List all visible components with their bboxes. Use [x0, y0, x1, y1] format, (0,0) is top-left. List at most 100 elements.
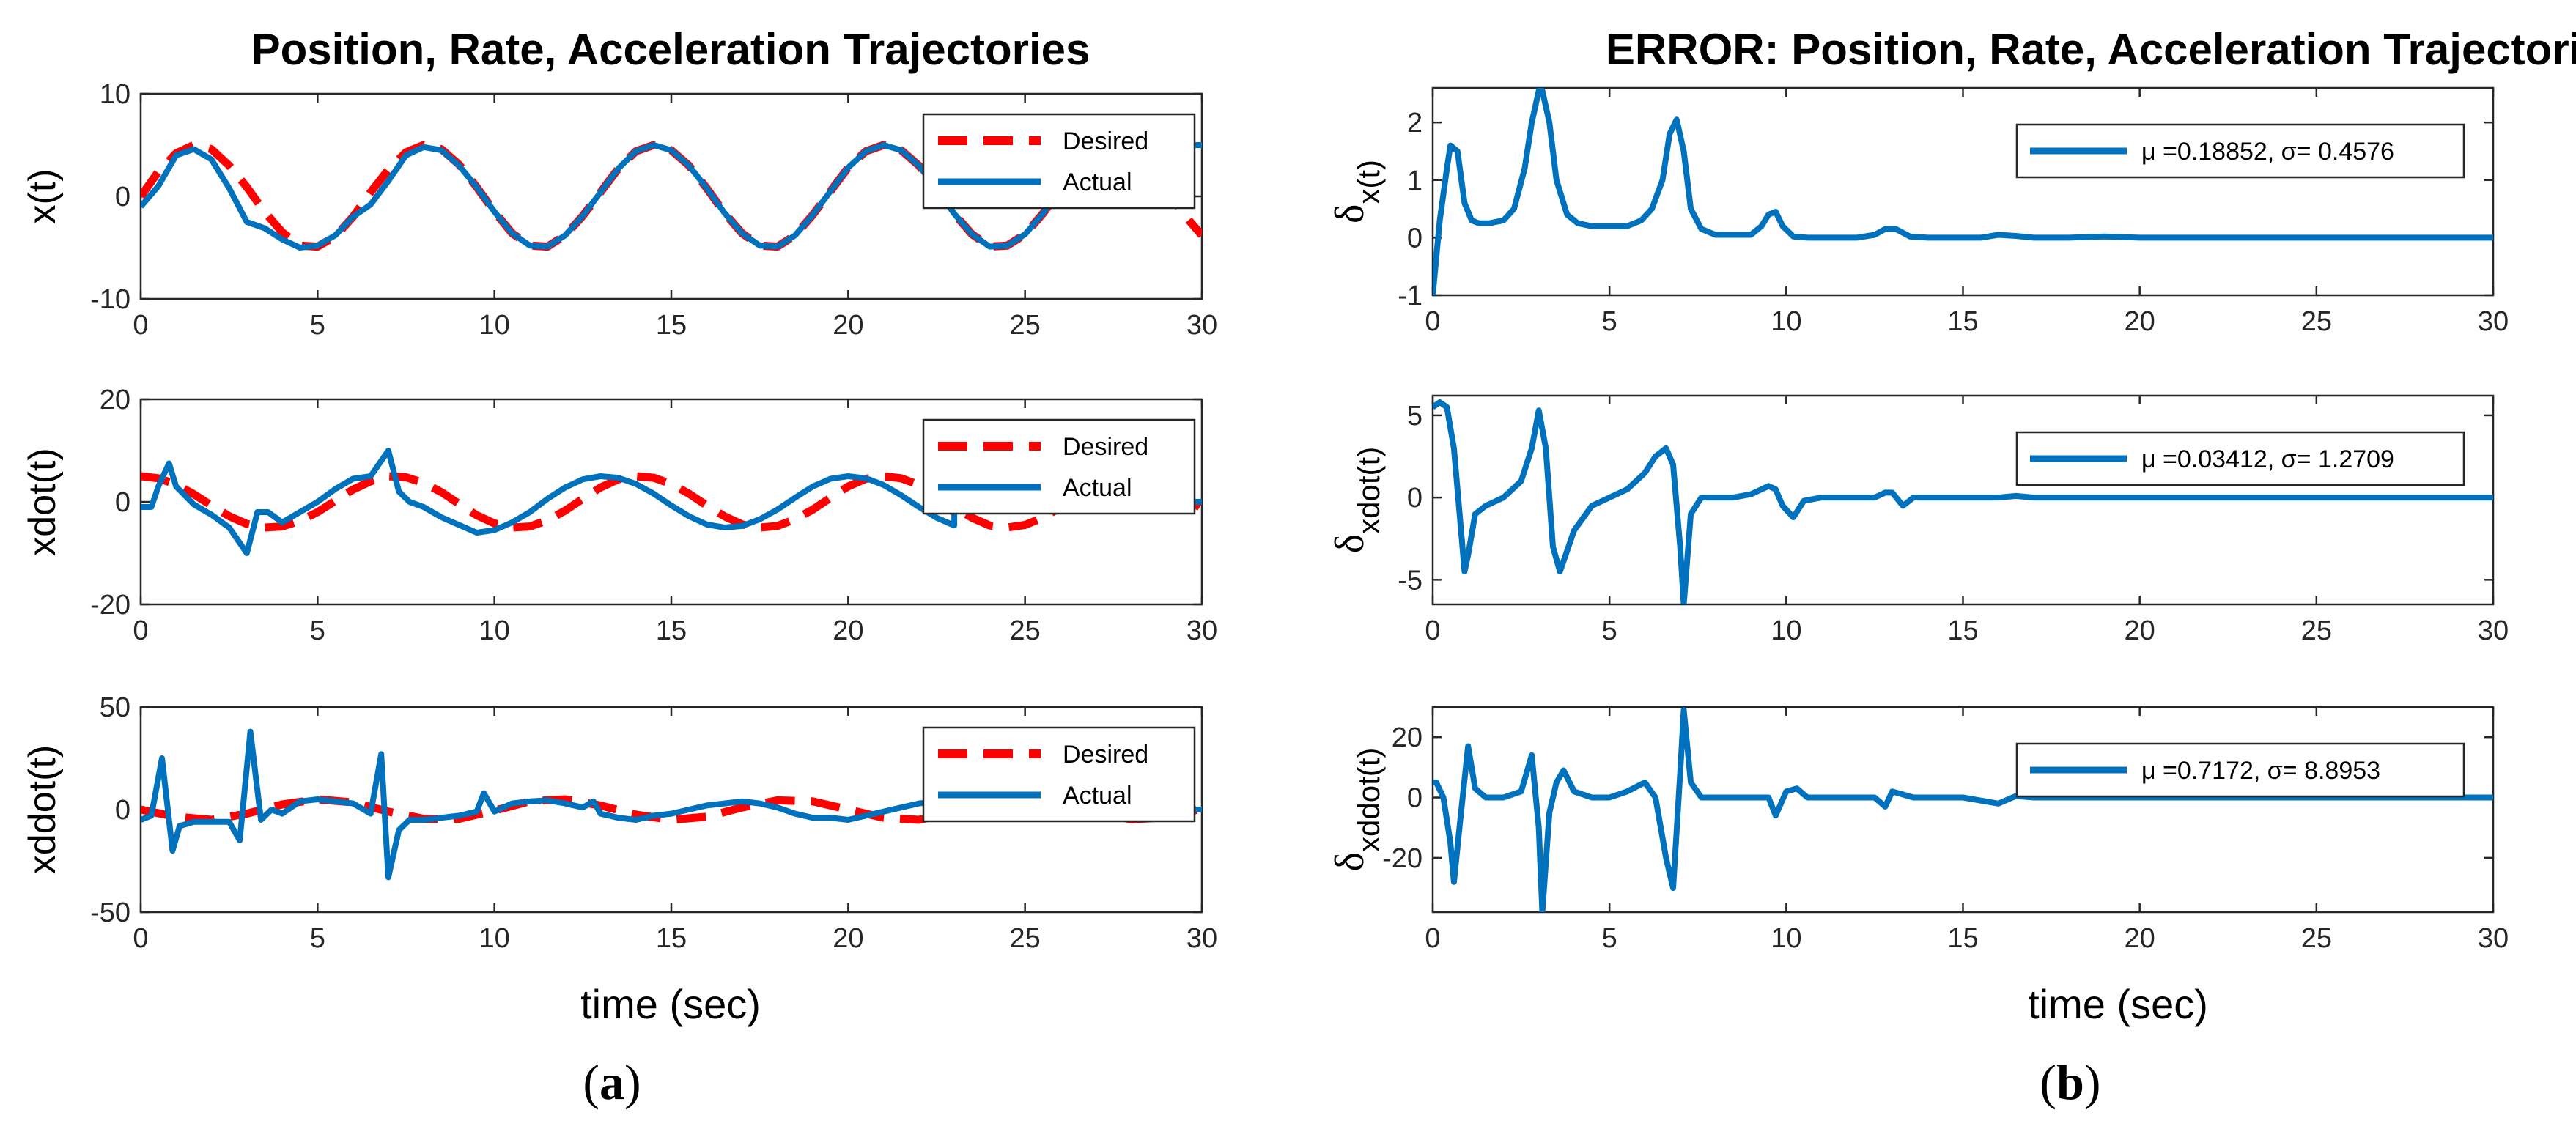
x-tick-label: 20 — [833, 615, 863, 646]
y-tick-label: 5 — [1407, 401, 1422, 432]
x-tick-label: 10 — [1771, 923, 1801, 954]
legend-stats-label: μ =0.03412, σ= 1.2709 — [2141, 445, 2394, 473]
series-line-error — [1433, 88, 2493, 295]
x-tick-label: 10 — [1771, 615, 1801, 646]
legend-label-actual: Actual — [1063, 474, 1132, 502]
x-tick-label: 25 — [1010, 615, 1041, 646]
x-tick-label: 5 — [310, 923, 325, 954]
y-axis-label: x(t) — [21, 169, 64, 223]
y-tick-label: -20 — [1382, 843, 1422, 874]
x-tick-label: 5 — [310, 310, 325, 341]
y-axis-label: xdot(t) — [21, 448, 64, 555]
legend-label-desired: Desired — [1063, 127, 1148, 155]
x-tick-label: 15 — [1947, 615, 1978, 646]
x-tick-label: 20 — [833, 310, 863, 341]
y-tick-label: 2 — [1407, 108, 1422, 138]
x-tick-label: 30 — [2478, 615, 2509, 646]
y-axis-label-delta: δ — [1327, 852, 1373, 871]
x-tick-label: 25 — [2301, 615, 2332, 646]
y-axis-label: xddot(t) — [21, 745, 64, 874]
x-tick-label: 25 — [1010, 923, 1041, 954]
right-xlabel: time (sec) — [2028, 981, 2208, 1027]
x-tick-label: 0 — [133, 615, 148, 646]
y-axis-label: δx(t) — [1327, 160, 1386, 223]
legend-label-actual: Actual — [1063, 782, 1132, 810]
y-tick-label: 0 — [1407, 223, 1422, 253]
y-tick-label: 20 — [1392, 722, 1422, 753]
y-tick-label: 20 — [100, 385, 130, 415]
y-tick-label: 10 — [100, 79, 130, 110]
y-axis-label-subscript: xdot(t) — [1351, 447, 1386, 534]
legend-label-desired: Desired — [1063, 741, 1148, 769]
y-axis-label-subscript: x(t) — [1351, 160, 1386, 204]
legend-label-actual: Actual — [1063, 169, 1132, 196]
y-axis-label-subscript: xddot(t) — [1351, 748, 1386, 852]
legend-label-desired: Desired — [1063, 433, 1148, 461]
y-tick-label: 0 — [115, 487, 130, 518]
series-line-error — [1433, 399, 2493, 604]
x-tick-label: 15 — [656, 615, 687, 646]
x-tick-label: 15 — [656, 310, 687, 341]
x-tick-label: 30 — [1186, 923, 1217, 954]
x-tick-label: 25 — [1010, 310, 1041, 341]
y-axis-label: δxddot(t) — [1327, 748, 1386, 872]
x-tick-label: 15 — [656, 923, 687, 954]
x-tick-label: 15 — [1947, 306, 1978, 337]
y-tick-label: 0 — [115, 182, 130, 212]
panel-label-a: (a) — [583, 1054, 641, 1110]
x-tick-label: 5 — [310, 615, 325, 646]
x-tick-label: 20 — [833, 923, 863, 954]
x-tick-label: 10 — [1771, 306, 1801, 337]
legend-box — [922, 418, 1196, 515]
y-tick-label: 50 — [100, 692, 130, 723]
y-tick-label: 0 — [1407, 483, 1422, 514]
x-tick-label: 30 — [1186, 615, 1217, 646]
x-tick-label: 0 — [1425, 615, 1440, 646]
panel-label-a-letter: a — [599, 1054, 624, 1110]
legend-box — [922, 726, 1196, 823]
series-line-error — [1433, 707, 2493, 912]
x-tick-label: 0 — [1425, 306, 1440, 337]
x-tick-label: 30 — [1186, 310, 1217, 341]
y-tick-label: 1 — [1407, 166, 1422, 196]
y-tick-label: -20 — [90, 590, 130, 621]
legend-stats-label: μ =0.7172, σ= 8.8953 — [2141, 757, 2380, 785]
y-tick-label: -10 — [90, 284, 130, 315]
series-line-actual — [141, 448, 1202, 556]
x-tick-label: 5 — [1602, 923, 1617, 954]
x-tick-label: 20 — [2125, 615, 2155, 646]
x-tick-label: 5 — [1602, 615, 1617, 646]
x-tick-label: 0 — [133, 923, 148, 954]
y-tick-label: 0 — [1407, 783, 1422, 814]
x-tick-label: 10 — [479, 923, 510, 954]
x-tick-label: 15 — [1947, 923, 1978, 954]
y-tick-label: -1 — [1398, 281, 1422, 311]
x-tick-label: 10 — [479, 310, 510, 341]
x-tick-label: 30 — [2478, 923, 2509, 954]
legend-stats-label: μ =0.18852, σ= 0.4576 — [2141, 138, 2394, 166]
x-tick-label: 20 — [2125, 923, 2155, 954]
x-tick-label: 25 — [2301, 306, 2332, 337]
series-line-desired — [141, 472, 1202, 532]
y-axis-label-delta: δ — [1327, 204, 1373, 223]
legend-box — [922, 113, 1196, 210]
left-xlabel: time (sec) — [580, 981, 761, 1027]
y-tick-label: 0 — [115, 795, 130, 826]
series-line-actual — [141, 142, 1202, 251]
panel-label-b-letter: b — [2056, 1054, 2084, 1110]
x-tick-label: 30 — [2478, 306, 2509, 337]
y-tick-label: -50 — [90, 897, 130, 928]
x-tick-label: 10 — [479, 615, 510, 646]
series-line-actual — [141, 728, 1202, 881]
axes-box — [1431, 86, 2495, 297]
y-axis-label: δxdot(t) — [1327, 447, 1386, 553]
right-chart-title: ERROR: Position, Rate, Acceleration Traj… — [1606, 25, 2576, 74]
y-axis-label-delta: δ — [1327, 534, 1373, 553]
x-tick-label: 20 — [2125, 306, 2155, 337]
